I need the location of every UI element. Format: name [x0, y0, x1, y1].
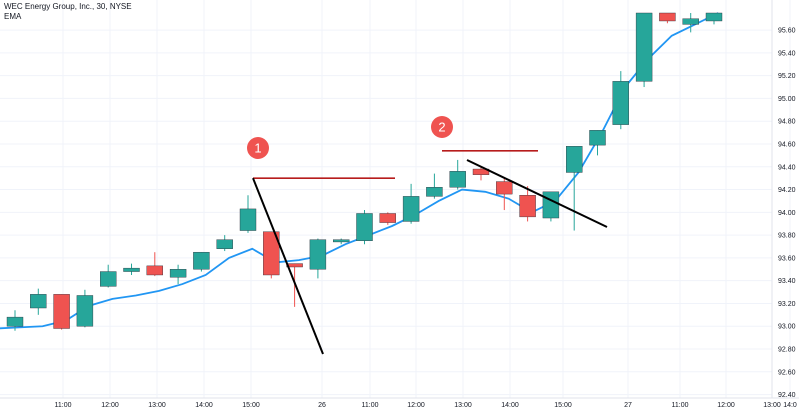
candle-body: [30, 294, 46, 308]
time-axis: 11:00 12:00 13:00 14:00 15:00 26 11:00 12:00 13:…: [0, 398, 799, 409]
candle-body: [380, 213, 396, 222]
y-tick-label: 93.00: [778, 324, 796, 331]
candle-body: [613, 81, 629, 124]
candle-body: [100, 272, 116, 287]
candle-body: [566, 146, 582, 172]
marker-label: 2: [438, 120, 445, 135]
candle: [193, 252, 209, 271]
y-tick-label: 94.40: [778, 164, 796, 171]
x-tick-label: 13:00: [148, 402, 166, 409]
y-tick-label: 95.60: [778, 28, 796, 35]
y-tick-label: 95.40: [778, 50, 796, 57]
y-tick-label: 94.80: [778, 119, 796, 126]
y-tick-label: 94.20: [778, 187, 796, 194]
candle-body: [54, 294, 70, 328]
candle-body: [659, 13, 675, 21]
candle: [100, 265, 116, 288]
x-tick-label: 14:00: [501, 402, 519, 409]
candle: [613, 71, 629, 129]
candle: [357, 210, 373, 244]
x-tick-label: 12:00: [407, 402, 425, 409]
candle-body: [543, 192, 559, 218]
x-tick-label: 11:00: [55, 402, 72, 409]
candle-body: [147, 266, 163, 275]
candle-body: [240, 209, 256, 231]
y-tick-label: 93.40: [778, 278, 796, 285]
candle-body: [636, 13, 652, 81]
candle: [590, 130, 606, 155]
y-tick-label: 94.00: [778, 210, 796, 217]
y-tick-label: 93.60: [778, 255, 796, 262]
x-tick-label: 27: [624, 402, 632, 409]
grid: [0, 0, 790, 398]
y-tick-label: 93.80: [778, 233, 796, 240]
candle: [170, 265, 186, 284]
indicator-label: EMA: [4, 12, 21, 21]
chart-title: WEC Energy Group, Inc., 30, NYSE: [4, 2, 132, 11]
y-tick-label: 95.20: [778, 73, 796, 80]
candle-body: [426, 187, 442, 196]
candle-body: [193, 252, 209, 269]
candle-body: [520, 195, 536, 217]
candle: [77, 290, 93, 328]
x-tick-label: 15:00: [242, 402, 260, 409]
candle-body: [170, 269, 186, 277]
candle: [706, 13, 722, 24]
y-tick-label: 92.60: [778, 369, 796, 376]
x-tick-label: 14:00: [195, 402, 213, 409]
candle-body: [124, 268, 140, 271]
candle-body: [333, 240, 349, 242]
candle: [659, 13, 675, 23]
candle: [240, 195, 256, 233]
marker-label: 1: [254, 141, 261, 156]
candle: [147, 252, 163, 276]
candle: [124, 264, 140, 275]
x-tick-label: 26: [318, 402, 326, 409]
candle: [380, 212, 396, 225]
candles: [7, 13, 722, 331]
y-tick-label: 94.60: [778, 141, 796, 148]
x-tick-label: 15:00: [554, 402, 572, 409]
candle-body: [310, 240, 326, 270]
candle-body: [357, 213, 373, 240]
x-tick-label: 11:00: [672, 402, 689, 409]
candle-body: [496, 182, 512, 195]
candle: [30, 289, 46, 315]
y-tick-label: 93.20: [778, 301, 796, 308]
candle: [54, 294, 70, 329]
candle-body: [706, 13, 722, 21]
candle: [636, 13, 652, 87]
candle: [566, 146, 582, 230]
candle-body: [217, 240, 233, 249]
x-tick-label: 13:00: [454, 402, 472, 409]
y-tick-label: 95.00: [778, 96, 796, 103]
candle-body: [403, 196, 419, 221]
x-tick-label: 14:0: [783, 402, 797, 409]
candle-body: [450, 171, 466, 187]
x-tick-label: 12:00: [717, 402, 735, 409]
y-tick-label: 92.80: [778, 347, 796, 354]
candle-body: [7, 317, 23, 326]
candle-body: [77, 295, 93, 326]
candle-body: [683, 19, 699, 25]
price-axis: 95.60 95.40 95.20 95.00 94.80 94.60 94.40 94.20…: [772, 0, 796, 399]
x-tick-label: 12:00: [101, 402, 119, 409]
candle: [217, 235, 233, 251]
candle: [426, 174, 442, 199]
candle: [310, 239, 326, 279]
candle: [543, 192, 559, 222]
candle-body: [590, 130, 606, 145]
x-tick-label: 13:00: [763, 402, 781, 409]
x-tick-label: 11:00: [362, 402, 379, 409]
